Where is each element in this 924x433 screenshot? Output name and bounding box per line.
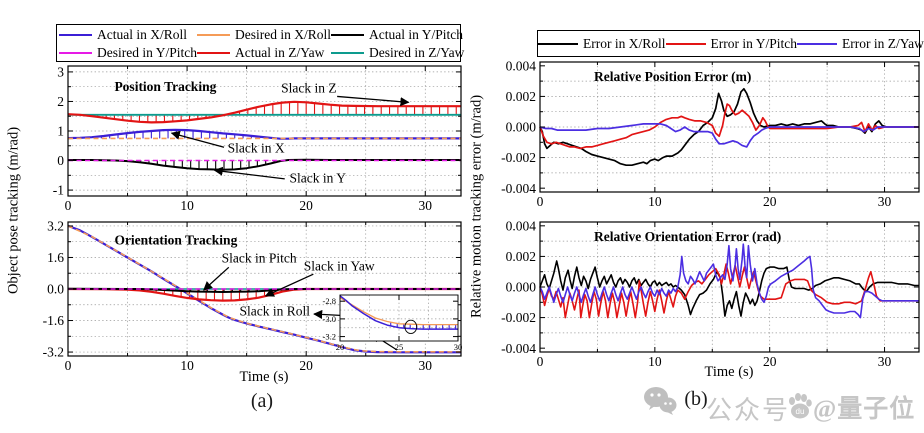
ylabel-relative-motion-error: Relative motion tracking error (m/rad): [468, 94, 485, 319]
legend-item: Desired in Z/Yaw: [330, 45, 465, 61]
legend-label: Actual in Y/Pitch: [368, 27, 463, 42]
svg-text:Slack in Roll: Slack in Roll: [239, 304, 310, 319]
legend-panel-b: Error in X/Roll Error in Y/Pitch Error in …: [537, 30, 924, 57]
legend-label: Error in X/Roll: [583, 35, 666, 51]
orientation-tracking-chart: 0 10 20 30 3.2 1.6 0.0 -1.6 -3.2 Orientation Trac…: [43, 219, 462, 373]
xlabel-time-a: Time (s): [239, 369, 289, 385]
legend-panel-a: Actual in X/Roll Desired in X/Roll Actual …: [56, 24, 465, 62]
svg-text:du: du: [796, 407, 805, 416]
caption-a: (a): [250, 390, 274, 412]
svg-text:0.000: 0.000: [506, 280, 537, 295]
xlabel-time-b: Time (s): [704, 364, 754, 380]
legend-swatch: [196, 52, 230, 54]
svg-text:-0.002: -0.002: [501, 150, 536, 165]
legend-item: Desired in Y/Pitch: [59, 45, 197, 61]
svg-text:10: 10: [180, 358, 194, 373]
svg-text:30: 30: [419, 198, 433, 213]
svg-text:25: 25: [395, 342, 404, 352]
svg-text:20: 20: [299, 358, 313, 373]
svg-text:1: 1: [57, 124, 64, 139]
watermark-text-prefix: 公众号: [706, 396, 791, 425]
slack-in-roll-inset-chart: 20 25 30 -2.8 -3.0 -3.2: [323, 294, 463, 352]
svg-text:30: 30: [878, 354, 892, 369]
legend-swatch: [330, 34, 364, 36]
svg-text:0.000: 0.000: [506, 120, 537, 135]
svg-text:-1.6: -1.6: [43, 313, 65, 328]
svg-text:0: 0: [57, 153, 64, 168]
svg-text:20: 20: [336, 342, 345, 352]
svg-text:0.0: 0.0: [47, 282, 64, 297]
svg-text:10: 10: [180, 198, 194, 213]
svg-text:30: 30: [419, 358, 433, 373]
watermark-text-suffix: @量子位: [813, 396, 916, 423]
legend-item: Error in Z/Yaw: [796, 35, 924, 52]
svg-text:Slack in Pitch: Slack in Pitch: [222, 250, 297, 265]
svg-text:10: 10: [648, 194, 662, 209]
svg-text:1.6: 1.6: [47, 250, 64, 265]
legend-label: Actual in X/Roll: [97, 27, 187, 42]
legend-item: Actual in Y/Pitch: [330, 27, 464, 43]
svg-text:0.002: 0.002: [506, 249, 536, 264]
svg-text:0: 0: [65, 198, 72, 213]
wechat-icon: [644, 387, 677, 415]
svg-text:Position Tracking: Position Tracking: [114, 79, 216, 94]
relative-position-error-chart: 0 10 20 30 0.004 0.002 0.000 -0.002 -0.004 Relati…: [501, 58, 920, 209]
svg-text:2: 2: [57, 94, 64, 109]
legend-label: Desired in X/Roll: [234, 27, 331, 42]
legend-swatch: [59, 52, 92, 54]
svg-text:0.002: 0.002: [506, 89, 536, 104]
svg-text:Orientation Tracking: Orientation Tracking: [114, 233, 237, 248]
svg-text:Relative Orientation Error (ra: Relative Orientation Error (rad): [594, 229, 781, 244]
svg-text:Slack in Yaw: Slack in Yaw: [304, 258, 375, 273]
svg-text:3.2: 3.2: [47, 219, 64, 234]
svg-text:3: 3: [57, 64, 64, 79]
caption-b: (b): [684, 388, 708, 410]
legend-item: Desired in X/Roll: [196, 27, 331, 43]
svg-text:Slack in Y: Slack in Y: [290, 171, 347, 186]
legend-swatch: [538, 42, 578, 45]
legend-label: Desired in Y/Pitch: [97, 45, 197, 60]
legend-swatch: [330, 52, 364, 54]
legend-item: Actual in X/Roll: [59, 27, 197, 43]
legend-swatch: [665, 42, 706, 45]
svg-text:-2.8: -2.8: [323, 296, 336, 306]
svg-text:20: 20: [763, 354, 777, 369]
svg-text:-0.004: -0.004: [501, 341, 536, 356]
legend-label: Error in Y/Pitch: [710, 35, 797, 51]
svg-text:30: 30: [454, 342, 463, 352]
legend-label: Actual in Z/Yaw: [234, 45, 325, 60]
legend-swatch: [796, 42, 837, 45]
baidu-paw-icon: du: [789, 393, 812, 419]
svg-text:0.004: 0.004: [506, 218, 537, 233]
legend-item: Actual in Z/Yaw: [196, 45, 331, 61]
svg-text:0: 0: [537, 194, 544, 209]
svg-text:-1: -1: [53, 183, 64, 198]
svg-text:0: 0: [65, 358, 72, 373]
svg-text:-3.0: -3.0: [323, 314, 336, 324]
svg-text:20: 20: [299, 198, 313, 213]
legend-item: Error in Y/Pitch: [665, 35, 797, 52]
svg-text:10: 10: [648, 354, 662, 369]
svg-text:20: 20: [763, 194, 777, 209]
legend-swatch: [196, 34, 230, 36]
svg-text:-0.002: -0.002: [501, 310, 536, 325]
svg-text:Relative Position Error (m): Relative Position Error (m): [594, 69, 751, 84]
legend-label: Error in Z/Yaw: [841, 35, 924, 51]
legend-swatch: [59, 34, 92, 36]
svg-text:0: 0: [537, 354, 544, 369]
svg-text:30: 30: [878, 194, 892, 209]
svg-text:-0.004: -0.004: [501, 181, 536, 196]
svg-text:0.004: 0.004: [506, 58, 537, 73]
ylabel-object-pose-tracking: Object pose tracking (m/rad): [5, 126, 22, 295]
legend-label: Desired in Z/Yaw: [368, 45, 465, 60]
svg-text:Slack in Z: Slack in Z: [281, 81, 337, 96]
svg-text:-3.2: -3.2: [43, 345, 64, 360]
svg-text:Slack in X: Slack in X: [228, 140, 285, 155]
svg-text:-3.2: -3.2: [323, 331, 336, 341]
legend-item: Error in X/Roll: [538, 36, 666, 52]
relative-orientation-error-chart: 0 10 20 30 0.004 0.002 0.000 -0.002 -0.004 Relati…: [501, 218, 920, 369]
